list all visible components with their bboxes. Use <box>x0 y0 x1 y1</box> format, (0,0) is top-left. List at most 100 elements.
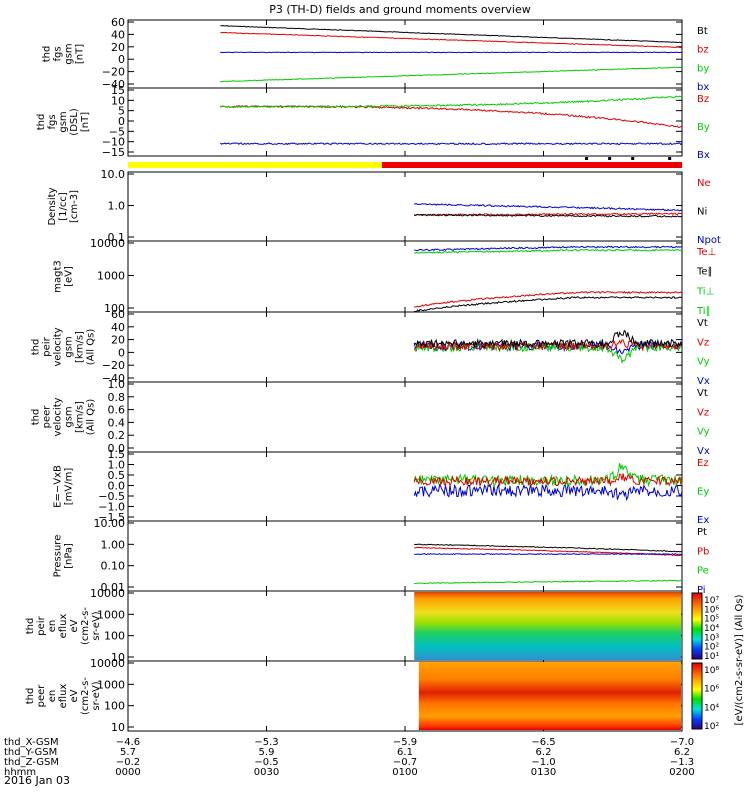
series-bx <box>220 51 683 54</box>
x-tick-label: 0030 <box>254 767 279 778</box>
y-tick-label: 0.6 <box>108 404 126 417</box>
x-tick-label: −7.0 <box>670 737 694 748</box>
legend-entry: Ti∥ <box>696 306 711 317</box>
legend-entry: Vt <box>697 388 708 399</box>
y-axis-label-line: [nT] <box>80 112 91 132</box>
y-axis-label-line: thd <box>25 618 36 635</box>
colorbar-tick-label: 10⁴ <box>704 624 719 634</box>
y-axis-label-line: [1/cc] <box>58 192 69 221</box>
x-tick-label: −5.9 <box>393 737 417 748</box>
y-axis-label-line: [nPa] <box>64 543 75 569</box>
y-axis-label-line: [km/s] <box>75 401 86 433</box>
y-axis-label-line: magt3 <box>53 260 64 293</box>
y-axis-label-line: sr-eV) <box>91 681 102 710</box>
x-axis-row-label: thd_Y-GSM <box>4 747 57 758</box>
x-tick-label: 5.9 <box>259 747 275 758</box>
series-Te∥ <box>414 296 683 313</box>
y-tick-label: 20 <box>111 334 125 347</box>
series-Npot <box>414 203 683 212</box>
panel-peir_spectrogram: 10000100010010thdpeirenefluxeV(cm2-s-sr-… <box>25 587 745 725</box>
y-axis-label-line: gsm <box>64 336 75 357</box>
y-axis-label: Density[1/cc][cm-3] <box>47 187 80 225</box>
y-tick-label: 60 <box>111 16 125 29</box>
series-By <box>220 95 683 108</box>
y-tick-label: 5 <box>118 105 125 118</box>
legend-entry: Pe <box>697 566 709 577</box>
status-dot <box>585 157 589 160</box>
y-tick-label: 0.4 <box>108 416 126 429</box>
y-axis-label-line: E=−VxB <box>53 465 64 508</box>
series-bz <box>220 31 682 49</box>
legend-entry: Ex <box>697 515 709 526</box>
y-tick-label: −10 <box>102 136 125 149</box>
series-Ni <box>414 213 683 218</box>
y-tick-label: 10.00 <box>94 517 126 530</box>
y-axis-label-line: sr-eV) <box>91 611 102 640</box>
y-axis-label-line: gsm <box>58 111 69 132</box>
series-Bt <box>220 25 683 44</box>
y-axis-label-line: gsm <box>64 43 75 64</box>
y-tick-label: 0.0 <box>108 480 126 493</box>
y-tick-label: 1.5 <box>108 448 126 461</box>
panel-peer_spectrogram: 10000 1000 100 10 thdpeerenefluxeV(cm2-s-sr-… <box>25 657 719 734</box>
y-tick-label: 10000 <box>90 237 125 250</box>
x-tick-label: 0200 <box>669 767 694 778</box>
y-axis-label-line: fgs <box>47 114 58 129</box>
y-tick-label: −15 <box>102 146 125 159</box>
legend-entry: Vx <box>697 446 710 457</box>
x-tick-label: −5.3 <box>254 737 278 748</box>
colorbar-tick-label: 10¹ <box>704 652 719 662</box>
legend-entry: Ey <box>697 487 709 498</box>
x-tick-label: 5.7 <box>120 747 136 758</box>
status-bar <box>128 157 682 168</box>
x-tick-label: −1.0 <box>531 757 555 768</box>
y-tick-label: −1.0 <box>98 501 125 514</box>
status-dot <box>631 157 635 160</box>
y-tick-label: −1.5 <box>98 511 125 524</box>
colorbar-tick-label: 10⁴ <box>704 703 719 713</box>
y-tick-label: 60 <box>111 308 125 321</box>
y-axis-label-line: [km/s] <box>75 331 86 363</box>
status-dot <box>608 157 612 160</box>
x-tick-label: 6.2 <box>674 747 690 758</box>
panels-group: 6040200−20−40thdfgsgsm[nT]Btbzbybx151050… <box>25 16 745 734</box>
y-tick-label: 0.0 <box>108 442 126 455</box>
y-tick-label: 0 <box>118 346 125 359</box>
x-tick-label: −0.2 <box>116 757 140 768</box>
status-dot <box>668 157 672 160</box>
y-axis-label-line: velocity <box>53 397 64 436</box>
y-axis-label-line: thd <box>25 688 36 705</box>
colorbar-tick-label: 10⁶ <box>704 685 719 695</box>
y-axis-label-line: Density <box>47 187 58 225</box>
x-axis-row-label: thd_Z-GSM <box>4 757 59 768</box>
y-tick-label: 15 <box>111 84 125 97</box>
x-axis-row-label: hhmm <box>4 767 36 778</box>
colorbar-tick-label: 10⁸ <box>704 666 719 676</box>
y-tick-label: 1.00 <box>101 538 126 551</box>
y-axis-label: Pressure[nPa] <box>53 535 75 578</box>
spectrogram-image <box>414 592 681 660</box>
legend-entry: Ni <box>697 207 707 218</box>
y-tick-label: 10 <box>111 721 125 734</box>
y-axis-label-line: gsm <box>64 406 75 427</box>
colorbar <box>691 592 703 660</box>
y-tick-label: 0.1 <box>108 231 126 244</box>
x-tick-label: 0100 <box>392 767 417 778</box>
y-tick-label: −20 <box>102 359 125 372</box>
panel-efield: 1.51.00.50.0−0.5−1.0−1.5 E=−VxB[mV/m] Ez Ey… <box>53 448 710 526</box>
y-axis-label: thdpeervelocitygsm[km/s](All Qs) <box>31 397 97 436</box>
y-axis-label-line: (All Qs) <box>86 399 97 436</box>
legend-entry: Ti⊥ <box>696 286 714 297</box>
y-tick-label: 10 <box>111 94 125 107</box>
y-tick-label: 10.0 <box>101 168 126 181</box>
series-Ey <box>413 463 683 488</box>
legend-entry: Bx <box>697 150 710 161</box>
y-tick-label: 1.0 <box>108 459 126 472</box>
y-axis-label-line: en <box>47 690 58 703</box>
y-tick-label: 1.0 <box>108 200 126 213</box>
x-tick-label: 6.1 <box>397 747 413 758</box>
panel-frame <box>127 19 683 89</box>
y-tick-label: 100 <box>104 700 125 713</box>
